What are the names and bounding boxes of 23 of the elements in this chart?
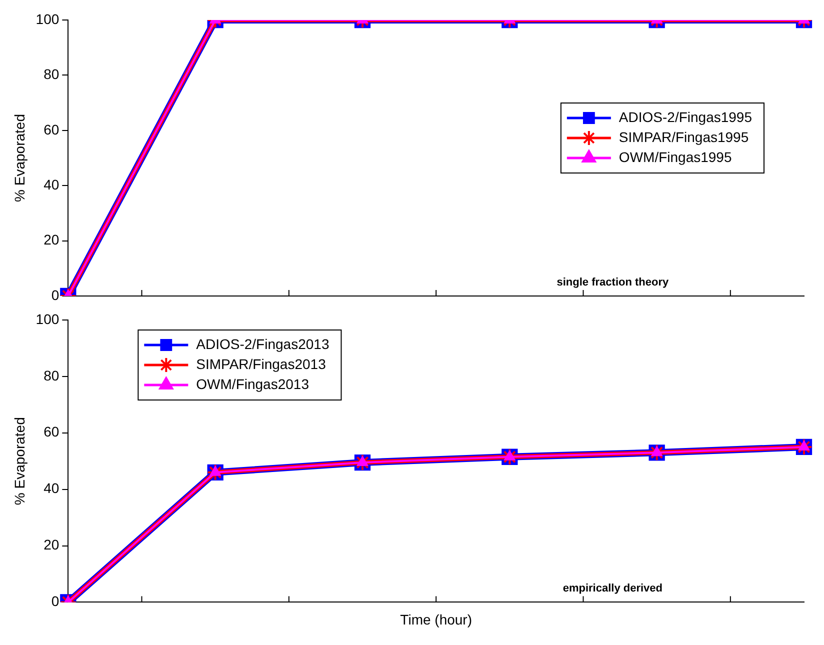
y-tick-label: 60 [44,424,60,440]
legend-label: SIMPAR/Fingas1995 [618,128,749,145]
y-tick-label: 0 [51,593,60,610]
y-axis-title: % Evaporated [11,114,28,202]
y-tick-label: 20 [44,232,60,248]
y-tick-label: 40 [44,176,60,192]
y-axis-title: % Evaporated [11,417,28,506]
legend-label: OWM/Fingas1995 [618,148,732,165]
annotation: empirically derived [562,582,663,595]
legend-label: OWM/Fingas2013 [196,376,310,392]
legend-label: SIMPAR/Fingas2013 [196,356,326,372]
y-tick-label: 100 [36,310,60,327]
y-tick-label: 0 [51,286,60,303]
y-tick-label: 80 [44,367,60,384]
legend-label: ADIOS-2/Fingas1995 [618,108,752,125]
y-tick-label: 80 [44,66,60,82]
legend-label: ADIOS-2/Fingas2013 [196,336,330,352]
y-tick-label: 100 [36,10,60,27]
y-tick-label: 40 [44,480,60,496]
annotation: single fraction theory [556,276,670,289]
x-axis-title: Time (hour) [400,611,472,628]
y-tick-label: 60 [44,121,60,138]
y-tick-label: 20 [44,536,60,553]
